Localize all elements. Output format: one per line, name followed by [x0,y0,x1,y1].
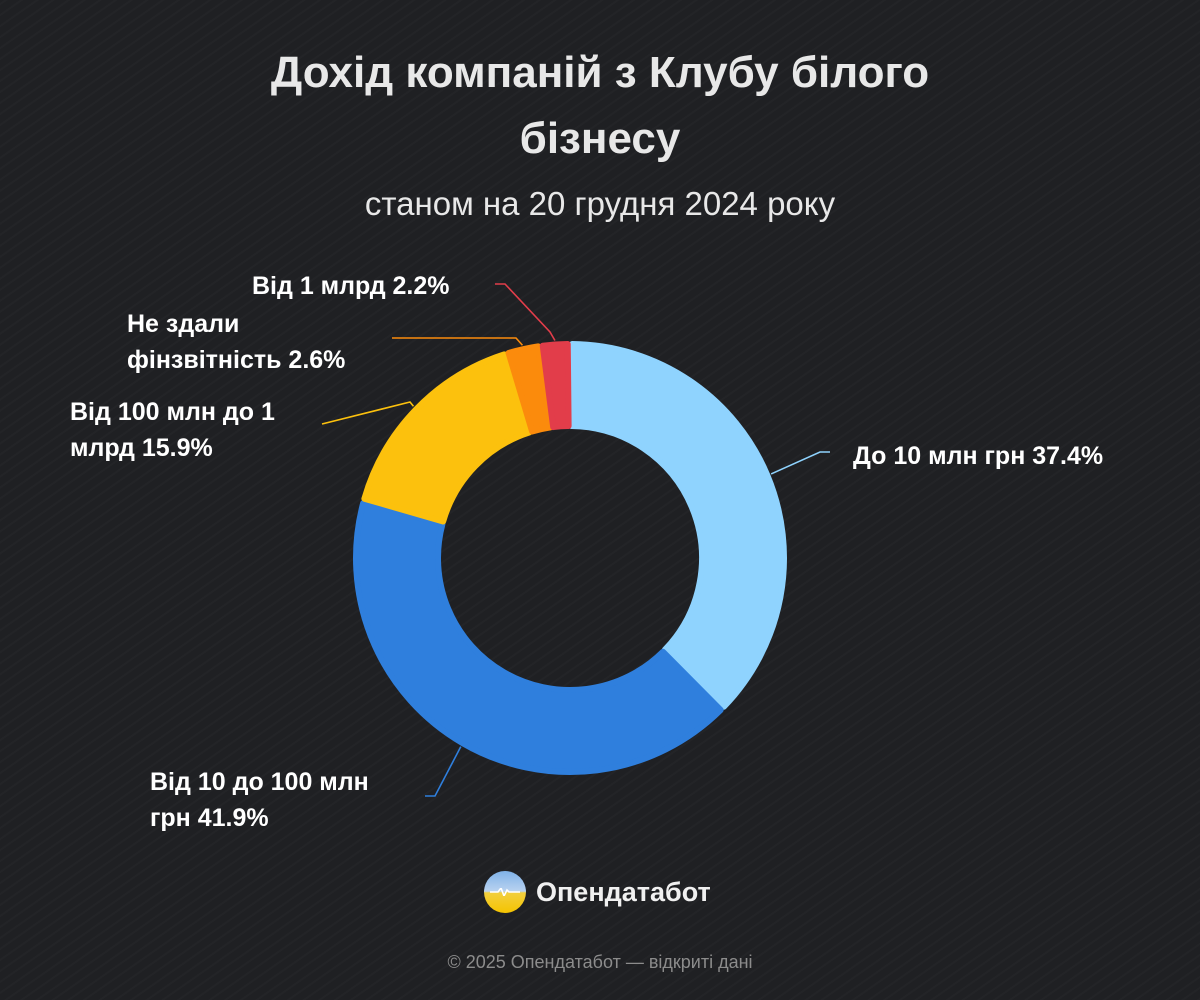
chart-title: Дохід компаній з Клубу білого бізнесу [0,40,1200,172]
data-label-slice-2: Від 10 до 100 млн грн 41.9% [150,764,369,836]
data-label-slice-2-line-1: Від 10 до 100 млн [150,768,369,796]
leader-line-4 [392,337,524,346]
leader-line-5 [495,283,556,341]
footer-copyright: © 2025 Опендатабот — відкриті дані [447,952,753,972]
opendatabot-logo-icon [484,871,526,913]
leader-line-3 [321,401,415,425]
data-label-slice-4-line-2: фінзвітність 2.6% [127,346,346,374]
data-label-slice-1: До 10 млн грн 37.4% [853,438,1103,474]
data-label-slice-3-line-1: Від 100 млн до 1 [70,398,275,426]
data-label-slice-1-line-1: До 10 млн грн 37.4% [853,442,1104,470]
leader-line-2 [425,746,462,797]
data-label-slice-5-line-1: Від 1 млрд 2.2% [252,272,450,300]
chart-title-line-2: бізнесу [519,114,681,163]
data-label-slice-4: Не здали фінзвітність 2.6% [127,306,345,378]
donut-slice-1 [568,341,787,710]
donut-slice-3 [361,351,533,525]
brand: Опендатабот [484,870,711,914]
donut-slice-2 [353,500,724,775]
data-label-slice-5: Від 1 млрд 2.2% [252,268,450,304]
data-label-slice-3-line-2: млрд 15.9% [70,434,213,462]
data-label-slice-2-line-2: грн 41.9% [150,804,269,832]
leader-line-1 [770,451,830,475]
donut-slice-5 [539,341,572,431]
data-label-slice-4-line-1: Не здали [127,310,240,338]
chart-subtitle: станом на 20 грудня 2024 року [364,185,836,222]
chart-title-line-1: Дохід компаній з Клубу білого [270,48,930,97]
data-label-slice-3: Від 100 млн до 1 млрд 15.9% [70,394,275,466]
brand-name: Опендатабот [536,876,711,907]
